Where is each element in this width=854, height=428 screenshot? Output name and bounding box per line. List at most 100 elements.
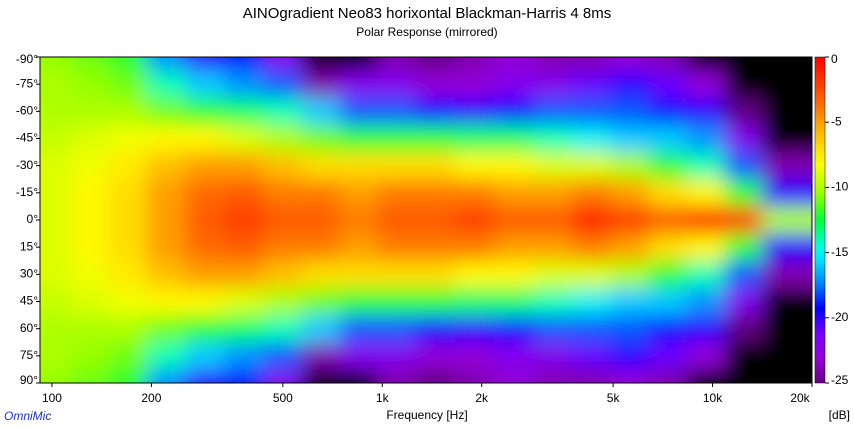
heat-cell: [146, 342, 186, 370]
colorbar-tick-label: -20: [831, 310, 849, 324]
heat-cell: [572, 369, 611, 383]
heat-cell: [686, 124, 726, 153]
heat-cell: [494, 315, 535, 343]
y-tick-label: 60°: [20, 321, 38, 335]
heat-cell: [533, 233, 574, 262]
heat-cell: [454, 70, 495, 99]
heat-cell: [494, 233, 535, 262]
chart-subtitle: Polar Response (mirrored): [356, 25, 497, 39]
heat-cell: [648, 57, 687, 72]
heat-cell: [301, 233, 341, 262]
heat-cell: [724, 70, 763, 99]
heat-cell: [70, 315, 110, 343]
heat-cell: [108, 287, 148, 316]
y-tick-label: -75°: [16, 76, 38, 90]
heat-cell: [301, 315, 341, 343]
heat-cell: [533, 97, 574, 126]
heat-cell: [454, 369, 495, 383]
heat-cell: [301, 369, 341, 383]
heatmap-clip: [40, 57, 812, 383]
heat-cell: [494, 70, 535, 99]
heat-cell: [263, 260, 303, 289]
heat-cell: [572, 179, 611, 207]
heat-cell: [40, 342, 72, 370]
heat-cell: [686, 179, 726, 207]
heat-cell: [108, 315, 148, 343]
x-tick-label: 5k: [607, 391, 621, 405]
heat-cell: [762, 233, 812, 262]
heat-cell: [610, 315, 649, 343]
heat-cell: [146, 206, 186, 235]
heat-cell: [263, 57, 303, 72]
heat-cell: [686, 233, 726, 262]
heat-cell: [533, 179, 574, 207]
heat-cell: [40, 124, 72, 153]
heat-cell: [377, 206, 417, 235]
heat-cell: [146, 70, 186, 99]
heat-cell: [454, 233, 495, 262]
heat-cell: [415, 315, 456, 343]
heat-cell: [762, 70, 812, 99]
y-tick-label: -30°: [16, 158, 38, 172]
heat-cell: [339, 179, 378, 207]
heat-cell: [184, 369, 225, 383]
heat-cell: [415, 179, 456, 207]
colorbar-tick-label: -10: [831, 180, 849, 194]
heat-cell: [377, 342, 417, 370]
heat-cell: [40, 315, 72, 343]
heat-cell: [301, 70, 341, 99]
heat-cell: [146, 124, 186, 153]
heat-cell: [610, 124, 649, 153]
heat-cell: [686, 315, 726, 343]
heat-cell: [533, 70, 574, 99]
heat-cell: [454, 342, 495, 370]
heat-cell: [108, 97, 148, 126]
heat-cell: [224, 369, 264, 383]
heat-cell: [648, 206, 687, 235]
y-tick-label: -45°: [16, 131, 38, 145]
heat-cell: [40, 260, 72, 289]
heat-cell: [108, 179, 148, 207]
heat-cell: [146, 57, 186, 72]
y-tick-label: 0°: [27, 212, 39, 226]
heat-cell: [648, 287, 687, 316]
heat-cell: [40, 287, 72, 316]
x-axis-label: Frequency [Hz]: [386, 408, 467, 422]
heat-cell: [724, 260, 763, 289]
heat-cell: [533, 369, 574, 383]
heat-cell: [686, 342, 726, 370]
heat-cell: [724, 233, 763, 262]
heat-cell: [339, 70, 378, 99]
y-tick-label: 15°: [20, 239, 38, 253]
y-tick-label: 90°: [20, 373, 38, 387]
heat-cell: [648, 97, 687, 126]
heat-cell: [415, 369, 456, 383]
heat-cell: [184, 260, 225, 289]
heat-cell: [40, 206, 72, 235]
heat-cell: [610, 179, 649, 207]
heat-cell: [301, 179, 341, 207]
heat-cell: [533, 260, 574, 289]
heat-cell: [301, 57, 341, 72]
heat-cell: [224, 342, 264, 370]
heat-cell: [301, 206, 341, 235]
heat-cell: [184, 287, 225, 316]
heat-cell: [572, 342, 611, 370]
heat-cell: [686, 152, 726, 180]
y-tick-label: -15°: [16, 185, 38, 199]
heat-cell: [610, 260, 649, 289]
heat-cell: [377, 369, 417, 383]
heat-cell: [610, 233, 649, 262]
heat-cell: [40, 233, 72, 262]
heat-cell: [686, 97, 726, 126]
heat-cell: [572, 70, 611, 99]
heat-cell: [224, 315, 264, 343]
heat-cell: [415, 206, 456, 235]
heat-cell: [263, 70, 303, 99]
heat-cell: [40, 369, 72, 383]
heat-cell: [108, 57, 148, 72]
heat-cell: [108, 369, 148, 383]
heat-cell: [648, 124, 687, 153]
heat-cell: [263, 97, 303, 126]
heat-cell: [40, 152, 72, 180]
